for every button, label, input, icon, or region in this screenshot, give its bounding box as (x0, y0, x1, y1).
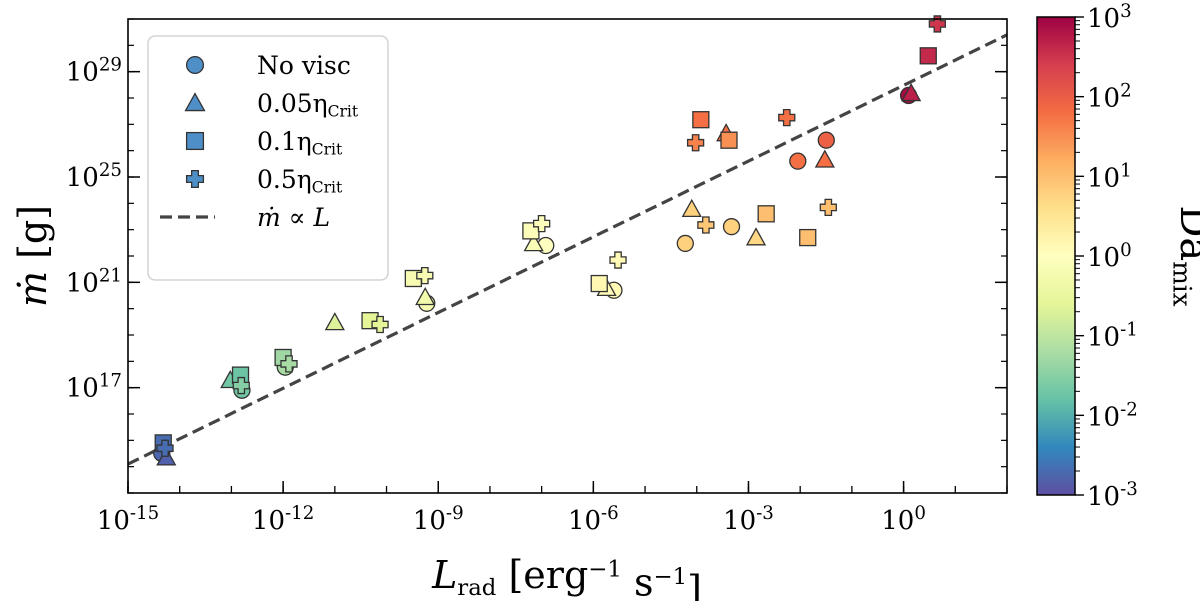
data-point-triangle (324, 312, 345, 331)
data-point-square (720, 131, 738, 149)
x-tick-label: 10-6 (568, 503, 619, 536)
data-point-triangle (745, 227, 767, 246)
colorbar: 10-3 10-2 10-1 100 101 102 103 (1036, 1, 1138, 512)
legend-box (147, 35, 389, 281)
data-point-circle (676, 234, 694, 253)
y-tick-label: 1029 (66, 55, 122, 88)
legend-label: 0.5ηCrit (257, 165, 343, 197)
data-point-square (757, 205, 775, 223)
legend-marker-square (185, 131, 205, 151)
data-point-triangle (523, 233, 544, 252)
fit-line-layer (128, 33, 1007, 466)
x-axis-label: Lrad [erg−1 s−1] (431, 553, 702, 601)
legend-marker-circle (185, 55, 205, 75)
data-point-square (799, 228, 817, 247)
data-point-circle (789, 152, 807, 170)
data-points-layer (153, 15, 947, 466)
y-tick-label: 1017 (66, 371, 122, 404)
legend-label: ṁ ∝ L (257, 203, 330, 232)
legend-label: No visc (257, 51, 351, 80)
colorbar-tick-label: 102 (1087, 81, 1132, 114)
x-tick-label: 10-15 (97, 503, 159, 536)
y-axis-label: ṁ [g] (11, 205, 55, 307)
data-point-cross (778, 108, 796, 127)
x-tick-label: 10-9 (413, 503, 464, 536)
colorbar-tick-label: 101 (1087, 160, 1132, 193)
data-point-square (590, 274, 608, 293)
y-tick-label: 1025 (66, 160, 122, 193)
legend-marker-triangle (184, 92, 206, 112)
data-point-cross (609, 251, 627, 269)
colorbar-tick-label: 10-2 (1087, 399, 1138, 432)
data-point-cross (532, 214, 551, 233)
data-point-triangle (415, 286, 436, 306)
data-point-cross (928, 15, 947, 33)
legend-label: 0.1ηCrit (257, 127, 343, 159)
colorbar-gradient (1036, 16, 1076, 496)
y-tick-label: 1021 (66, 265, 122, 298)
data-point-circle (722, 218, 741, 236)
data-point-triangle (814, 149, 835, 168)
legend-label: 0.05ηCrit (257, 89, 359, 121)
data-point-cross (156, 439, 174, 457)
x-tick-label: 10-12 (252, 503, 314, 536)
colorbar-tick-label: 103 (1087, 1, 1132, 34)
x-tick-label: 100 (881, 503, 926, 536)
data-point-square (919, 47, 937, 65)
data-point-triangle (901, 83, 922, 102)
colorbar-label: Damix (1168, 205, 1200, 306)
colorbar-tick-label: 10-3 (1087, 479, 1138, 512)
colorbar-tick-label: 10-1 (1087, 320, 1138, 353)
data-point-triangle (681, 198, 702, 218)
legend-marker-cross (185, 169, 205, 189)
data-point-cross (697, 216, 715, 234)
data-point-cross (232, 376, 250, 395)
data-point-square (692, 111, 710, 129)
data-point-cross (371, 315, 389, 334)
fit-line (128, 33, 1007, 466)
data-point-cross (819, 198, 837, 217)
data-point-circle (817, 131, 835, 149)
x-tick-label: 10-3 (723, 503, 774, 536)
data-point-cross (416, 266, 434, 285)
data-point-cross (686, 134, 705, 152)
axis-ticks: 10-15 10-12 10-9 10-6 10-3 100 1017 1021 1025 102… (66, 18, 1008, 536)
legend: No visc 0.05ηCrit 0.1ηCrit 0.5ηCrit ṁ ∝ L (147, 35, 389, 281)
colorbar-tick-label: 100 (1087, 240, 1132, 273)
data-point-cross (280, 355, 298, 373)
